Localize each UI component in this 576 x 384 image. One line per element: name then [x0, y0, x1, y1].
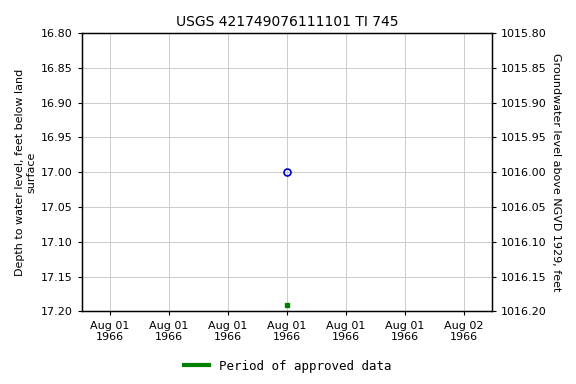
- Y-axis label: Groundwater level above NGVD 1929, feet: Groundwater level above NGVD 1929, feet: [551, 53, 561, 291]
- Legend: Period of approved data: Period of approved data: [179, 355, 397, 378]
- Y-axis label: Depth to water level, feet below land
surface: Depth to water level, feet below land su…: [15, 69, 37, 276]
- Title: USGS 421749076111101 TI 745: USGS 421749076111101 TI 745: [176, 15, 398, 29]
